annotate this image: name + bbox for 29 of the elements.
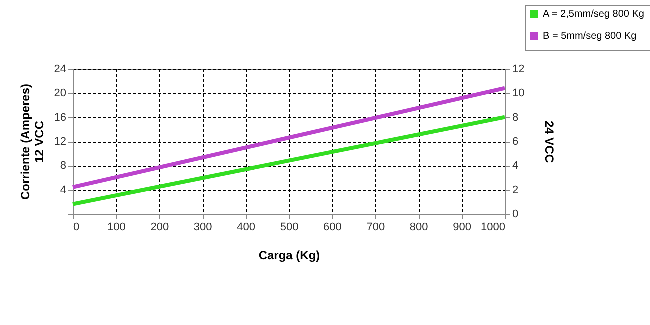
y2-axis-title: 24 VCC <box>542 120 557 164</box>
y2-tick-label: 8 <box>512 112 519 124</box>
y-axis-title: Corriente (Amperes) 12 VCC <box>18 84 46 200</box>
y-tick-label: 12 <box>54 136 66 148</box>
x-tick-label: 700 <box>366 222 386 234</box>
x-tick-label: 800 <box>410 222 428 234</box>
y-tick-label: 16 <box>54 112 66 124</box>
y2-tick-label: 12 <box>512 64 525 76</box>
x-tick-label: 500 <box>280 222 299 234</box>
y2-tick-label: 2 <box>512 184 519 196</box>
y2-tick-label: 0 <box>512 208 519 220</box>
x-tick-label: 1000 <box>481 222 506 234</box>
y2-tick-label: 4 <box>512 160 519 172</box>
y2-tick-label: 10 <box>512 88 525 100</box>
x-tick-label: 400 <box>237 222 256 234</box>
y-tick-label: 4 <box>60 184 66 196</box>
y2-tick-label: 6 <box>512 136 519 148</box>
x-tick-label: 200 <box>150 222 170 234</box>
legend-label: A = 2,5mm/seg 800 Kg <box>543 9 644 20</box>
x-tick-label: 300 <box>194 222 212 234</box>
x-tick-label: 100 <box>108 222 126 234</box>
y-tick-label: 8 <box>60 160 66 172</box>
legend-label: B = 5mm/seg 800 Kg <box>543 31 637 42</box>
x-tick-label: 0 <box>74 222 80 234</box>
y-tick-label: 24 <box>54 64 66 76</box>
x-axis-title: Carga (Kg) <box>258 248 320 262</box>
x-tick-label: 900 <box>453 222 472 234</box>
y-tick-label: 20 <box>54 88 66 100</box>
x-tick-label: 600 <box>324 222 342 234</box>
